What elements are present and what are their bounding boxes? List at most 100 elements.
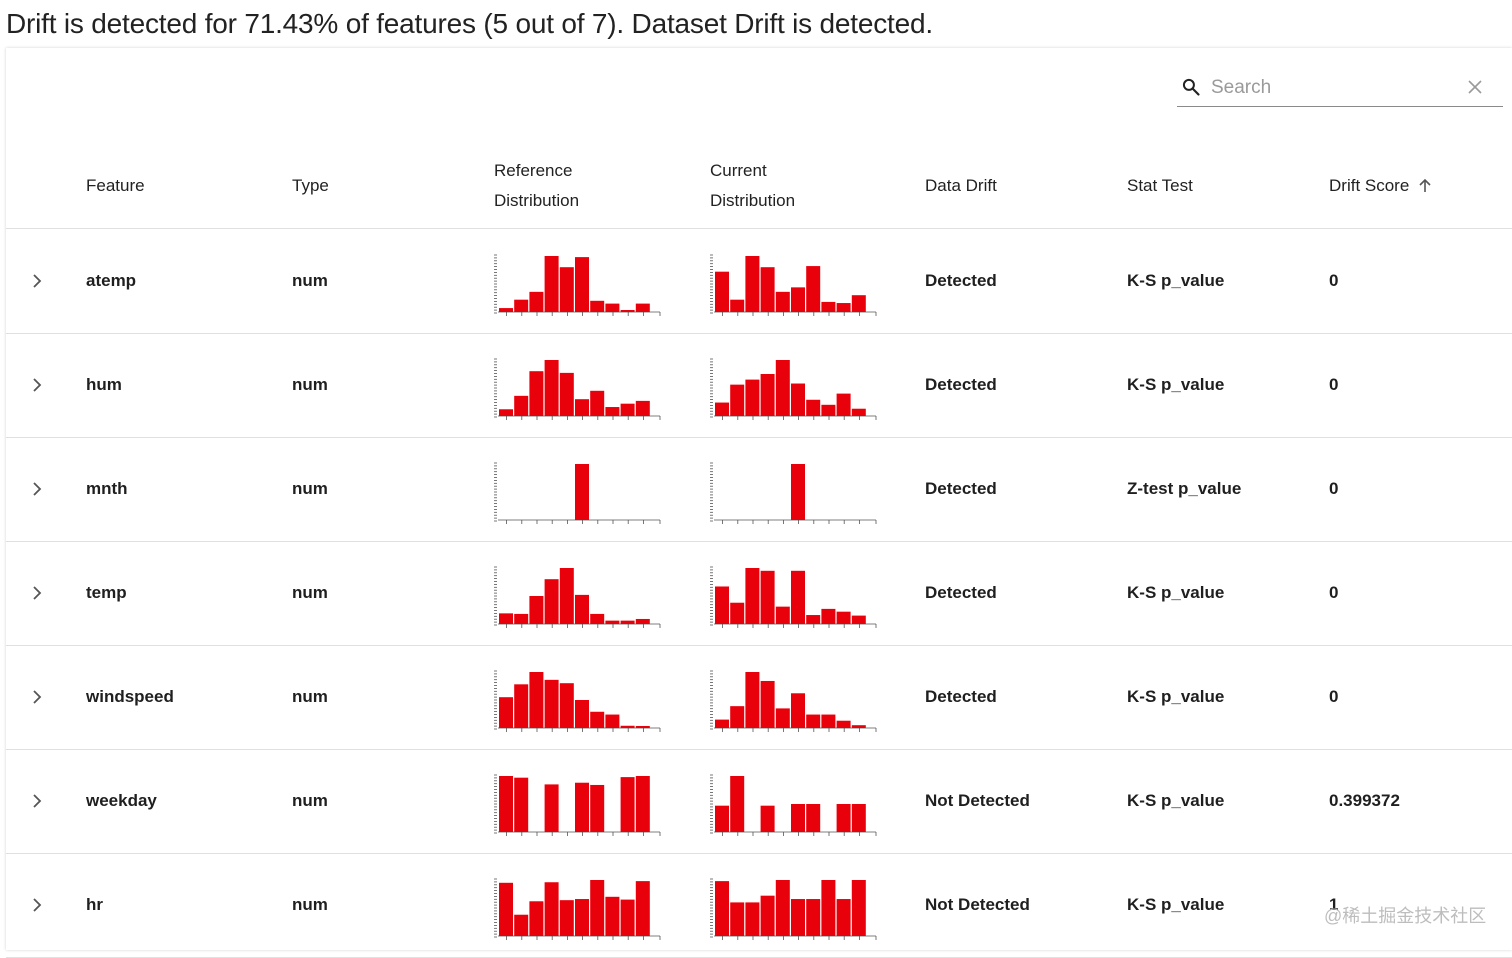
histogram-bar [605,714,620,728]
histogram-bar [715,805,729,832]
histogram-bar [791,570,805,624]
search-bar [1177,70,1503,107]
header-reference-distribution: Reference Distribution [494,144,579,228]
histogram-bar [544,256,559,312]
table-row[interactable]: atemp num Detected K-S p_value 0 [6,229,1512,334]
histogram-bar [529,371,544,416]
drift-score: 0 [1329,375,1339,394]
table-row[interactable]: weekday num Not Detected K-S p_value 0.3… [6,749,1512,854]
data-drift-status: Not Detected [925,791,1030,810]
reference-distribution-histogram [494,878,661,940]
histogram-bar [851,295,866,312]
data-drift-status: Detected [925,583,997,602]
histogram-bar [605,303,620,312]
feature-name: windspeed [86,687,174,706]
header-score-label: Drift Score [1329,176,1410,195]
header-feature[interactable]: Feature [86,144,145,228]
histogram-bar [575,594,589,624]
histogram-bar [499,882,513,936]
reference-distribution-histogram [494,774,661,836]
data-drift-status: Not Detected [925,895,1030,914]
histogram-bar [514,299,529,312]
feature-type: num [292,375,328,394]
reference-distribution-histogram [494,670,661,732]
histogram-bar [635,726,650,728]
data-drift-status: Detected [925,375,997,394]
chevron-right-icon[interactable] [28,789,46,813]
data-drift-status: Detected [925,479,997,498]
chevron-right-icon[interactable] [28,581,46,605]
data-drift-status: Detected [925,271,997,290]
histogram-bar [605,620,620,624]
histogram-bar [760,895,775,936]
table-row[interactable]: hr num Not Detected K-S p_value 1 [6,853,1512,958]
histogram-bar [499,308,513,312]
drift-table-panel: Feature Type Reference Distribution Curre… [6,48,1512,958]
header-drift-label: Data Drift [925,176,997,195]
table-row[interactable]: windspeed num Detected K-S p_value 0 [6,645,1512,750]
current-distribution-histogram [710,878,877,940]
chevron-right-icon[interactable] [28,893,46,917]
histogram-bar [590,711,605,728]
histogram-bar [635,618,650,624]
histogram-bar [620,403,635,416]
stat-test: K-S p_value [1127,791,1225,810]
table-row[interactable]: hum num Detected K-S p_value 0 [6,333,1512,438]
histogram-bar [529,291,544,312]
chevron-right-icon[interactable] [28,373,46,397]
histogram-bar [851,725,866,728]
feature-name: weekday [86,791,157,810]
histogram-bar [821,714,836,728]
histogram-bar [791,693,805,728]
histogram-bar [836,720,851,728]
histogram-bar [806,804,821,832]
histogram-bar [791,899,805,936]
header-type[interactable]: Type [292,144,329,228]
histogram-bar [775,880,790,936]
chevron-right-icon[interactable] [28,477,46,501]
header-cur-line2: Distribution [710,191,796,210]
chevron-right-icon[interactable] [28,269,46,293]
histogram-bar [544,679,559,728]
histogram-bar [529,901,544,936]
histogram-bar [775,606,790,624]
histogram-bar [775,291,790,312]
histogram-bar [730,706,745,728]
histogram-bar [760,267,775,312]
stat-test: K-S p_value [1127,687,1225,706]
histogram-bar [590,613,605,624]
search-input[interactable] [1211,74,1461,102]
table-row[interactable]: mnth num Detected Z-test p_value 0 [6,437,1512,542]
header-drift-score[interactable]: Drift Score [1329,144,1433,228]
histogram-bar [730,602,745,624]
feature-name: hum [86,375,122,394]
feature-name: atemp [86,271,137,290]
histogram-bar [514,395,529,416]
histogram-bar [730,902,745,936]
stat-test: K-S p_value [1127,271,1225,290]
histogram-bar [559,683,574,728]
histogram-bar [590,880,605,936]
close-icon[interactable] [1467,79,1483,95]
histogram-bar [559,900,574,936]
feature-type: num [292,687,328,706]
search-icon [1182,78,1200,96]
chevron-right-icon[interactable] [28,685,46,709]
header-type-label: Type [292,176,329,195]
arrow-up-icon[interactable] [1417,178,1433,194]
feature-type: num [292,271,328,290]
reference-distribution-histogram [494,254,661,316]
drift-score: 0 [1329,271,1339,290]
header-data-drift[interactable]: Data Drift [925,144,997,228]
histogram-bar [590,300,605,312]
header-stat-test[interactable]: Stat Test [1127,144,1193,228]
header-feature-label: Feature [86,176,145,195]
table-row[interactable]: temp num Detected K-S p_value 0 [6,541,1512,646]
reference-distribution-histogram [494,462,661,524]
histogram-bar [620,777,635,832]
drift-score: 0 [1329,583,1339,602]
histogram-bar [559,372,574,416]
feature-type: num [292,479,328,498]
histogram-bar [836,303,851,312]
feature-type: num [292,895,328,914]
